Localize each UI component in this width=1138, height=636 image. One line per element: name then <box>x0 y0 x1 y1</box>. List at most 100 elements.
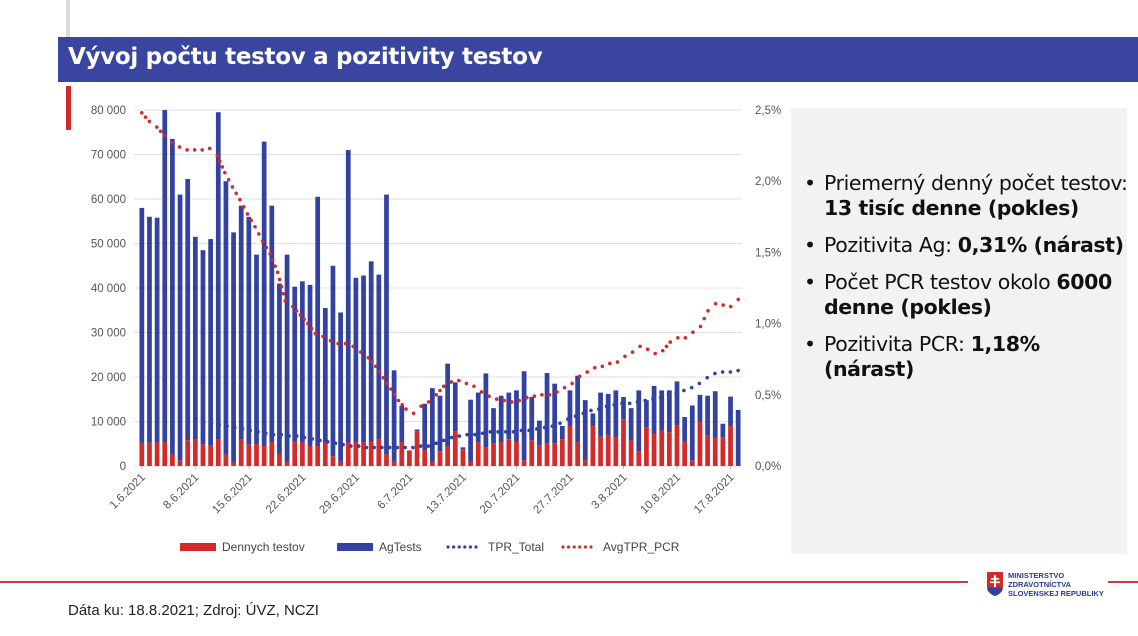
ag-tests-bar <box>498 395 504 443</box>
tpr-total-point <box>318 438 322 443</box>
pcr-tests-bar <box>185 440 191 466</box>
tpr-total-point <box>449 435 454 440</box>
tpr-total-point <box>310 437 315 441</box>
pcr-tests-bar <box>269 441 275 466</box>
avg-tpr-pcr-point <box>270 258 275 262</box>
pcr-tests-bar <box>322 442 328 466</box>
avg-tpr-pcr-point <box>434 393 439 397</box>
pcr-tests-bar <box>353 441 359 466</box>
left-tick-label: 60 000 <box>91 194 126 206</box>
tpr-total-point <box>465 432 469 437</box>
avg-tpr-pcr-point <box>660 348 665 353</box>
ag-tests-bar <box>162 110 168 443</box>
pcr-tests-bar <box>139 442 145 466</box>
avg-tpr-pcr-point <box>668 340 673 344</box>
tpr-total-point <box>372 445 376 450</box>
ag-tests-bar <box>154 217 160 443</box>
avg-tpr-pcr-point <box>653 351 657 356</box>
pcr-tests-bar <box>529 440 535 466</box>
legend-dot <box>463 545 467 549</box>
pcr-tests-bar <box>651 433 657 466</box>
bullet-dot: • <box>804 171 816 195</box>
legend-dot <box>578 545 582 549</box>
pcr-tests-bar <box>598 436 603 466</box>
avg-tpr-pcr-point <box>374 364 378 369</box>
pcr-tests-bar <box>521 460 527 466</box>
tpr-total-point <box>573 414 578 418</box>
tpr-total-point <box>558 421 562 426</box>
pcr-tests-bar <box>368 441 374 466</box>
ag-tests-bar <box>544 372 550 444</box>
avg-tpr-pcr-point <box>502 398 506 403</box>
ag-tests-bar <box>429 388 435 462</box>
ag-tests-bar <box>277 283 282 454</box>
ag-tests-bar <box>376 274 382 440</box>
ag-tests-bar <box>147 216 152 443</box>
ag-tests-bar <box>361 275 366 443</box>
tpr-total-point <box>620 401 624 406</box>
tpr-total-point <box>349 444 353 448</box>
tpr-total-point <box>186 415 191 420</box>
bullet-text: Počet PCR testov okolo <box>824 270 1057 294</box>
pcr-tests-bar <box>154 442 160 466</box>
ag-tests-bar <box>353 277 359 442</box>
tpr-total-point <box>380 445 384 450</box>
pcr-tests-bar <box>399 442 405 466</box>
ag-tests-bar <box>483 373 489 448</box>
bullet-bold: 0,31% (nárast) <box>957 233 1124 257</box>
pcr-tests-bar <box>338 461 343 466</box>
pcr-tests-bar <box>506 439 512 466</box>
avg-tpr-pcr-point <box>570 381 574 386</box>
tpr-total-point <box>713 371 717 376</box>
avg-tpr-pcr-point <box>298 313 303 317</box>
avg-tpr-pcr-point <box>370 360 374 364</box>
pcr-tests-bar <box>307 445 313 466</box>
tpr-total-point <box>473 432 477 437</box>
pcr-tests-bar <box>170 454 175 466</box>
ag-tests-bar <box>246 216 252 445</box>
title-bar <box>58 37 1138 82</box>
avg-tpr-pcr-point <box>381 375 386 380</box>
avg-tpr-pcr-point <box>249 218 254 223</box>
avg-tpr-pcr-point <box>426 400 431 404</box>
avg-tpr-pcr-point <box>377 370 382 374</box>
avg-tpr-pcr-point <box>185 148 189 152</box>
ag-tests-bar <box>590 413 596 426</box>
avg-tpr-pcr-point <box>411 411 416 416</box>
ag-tests-bar <box>315 196 321 446</box>
avg-tpr-pcr-point <box>494 397 499 401</box>
pcr-tests-bar <box>300 442 305 466</box>
bullet-pcr-count: • Počet PCR testov okolo 6000 denne (pokl… <box>800 270 1130 320</box>
avg-tpr-pcr-point <box>177 145 182 149</box>
pcr-tests-bar <box>628 440 634 466</box>
tpr-total-point <box>263 431 268 436</box>
pcr-tests-bar <box>452 431 458 466</box>
pcr-tests-bar <box>666 432 672 466</box>
avg-tpr-pcr-point <box>268 252 272 256</box>
tpr-total-point <box>395 445 400 450</box>
pcr-tests-bar <box>605 435 611 466</box>
ag-tests-bar <box>345 150 351 443</box>
tpr-total-point <box>256 430 260 434</box>
pcr-tests-bar <box>621 419 626 466</box>
avg-tpr-pcr-point <box>207 146 212 151</box>
tpr-total-point <box>674 391 678 396</box>
ag-tests-bar <box>185 178 191 441</box>
pcr-tests-bar <box>177 460 183 466</box>
tpr-total-point <box>457 434 462 438</box>
tpr-total-point <box>356 444 361 448</box>
ag-tests-bar <box>651 385 657 434</box>
tpr-total-point <box>488 430 493 434</box>
avg-tpr-pcr-point <box>404 407 408 411</box>
avg-tpr-pcr-point <box>464 381 469 386</box>
tpr-total-point <box>589 408 593 413</box>
ag-tests-bar <box>575 375 580 443</box>
bars <box>139 110 741 466</box>
tpr-total-point <box>240 427 245 431</box>
x-axis-ticks: 1.6.2021 8.6.2021 15.6.2021 22.6.2021 29.6.2… <box>108 466 737 516</box>
ag-tests-bar <box>300 281 305 443</box>
avg-tpr-pcr-point <box>309 326 314 331</box>
tpr-total-point <box>434 441 438 446</box>
tpr-total-point <box>705 375 709 380</box>
tpr-total-point <box>333 441 338 446</box>
